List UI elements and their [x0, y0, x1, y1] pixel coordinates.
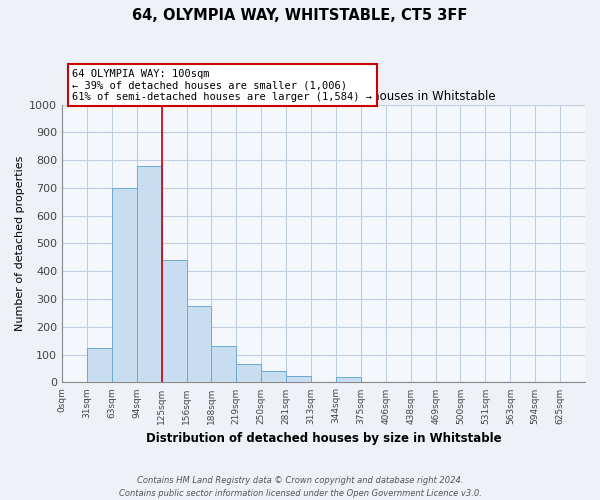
Text: 64 OLYMPIA WAY: 100sqm
← 39% of detached houses are smaller (1,006)
61% of semi-: 64 OLYMPIA WAY: 100sqm ← 39% of detached… — [73, 68, 373, 102]
Y-axis label: Number of detached properties: Number of detached properties — [15, 156, 25, 331]
Bar — [87, 348, 112, 382]
Bar — [236, 364, 261, 382]
Title: Size of property relative to detached houses in Whitstable: Size of property relative to detached ho… — [151, 90, 496, 104]
Bar — [211, 346, 236, 382]
X-axis label: Distribution of detached houses by size in Whitstable: Distribution of detached houses by size … — [146, 432, 502, 445]
Text: Contains HM Land Registry data © Crown copyright and database right 2024.
Contai: Contains HM Land Registry data © Crown c… — [119, 476, 481, 498]
Text: 64, OLYMPIA WAY, WHITSTABLE, CT5 3FF: 64, OLYMPIA WAY, WHITSTABLE, CT5 3FF — [133, 8, 467, 22]
Bar — [137, 166, 161, 382]
Bar — [286, 376, 311, 382]
Bar — [336, 378, 361, 382]
Bar — [261, 372, 286, 382]
Bar — [112, 188, 137, 382]
Bar — [187, 306, 211, 382]
Bar — [161, 260, 187, 382]
